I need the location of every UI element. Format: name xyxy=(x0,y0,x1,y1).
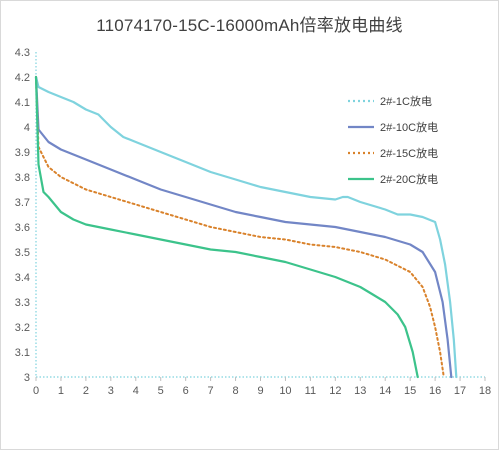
x-tick-label: 12 xyxy=(329,385,341,397)
legend-label: 2#-10C放电 xyxy=(380,120,438,134)
series-line-1 xyxy=(34,75,458,379)
y-tick-label: 3.7 xyxy=(15,197,30,209)
x-tick-label: 4 xyxy=(133,385,139,397)
x-tick-label: 10 xyxy=(279,385,291,397)
x-tick-label: 13 xyxy=(354,385,366,397)
x-tick-label: 0 xyxy=(33,385,39,397)
y-tick-label: 4.1 xyxy=(15,97,30,109)
y-tick-label: 3.9 xyxy=(15,147,30,159)
series-line-2 xyxy=(34,75,453,379)
x-tick-label: 14 xyxy=(379,385,391,397)
y-tick-label: 4.3 xyxy=(15,47,30,59)
x-tick-label: 3 xyxy=(108,385,114,397)
y-tick-label: 3.8 xyxy=(15,172,30,184)
y-tick-label: 3.3 xyxy=(15,297,30,309)
y-tick-label: 3.1 xyxy=(15,347,30,359)
x-tick-label: 16 xyxy=(429,385,441,397)
y-tick-label: 3.2 xyxy=(15,322,30,334)
legend-label: 2#-15C放电 xyxy=(380,146,438,160)
x-tick-label: 7 xyxy=(208,385,214,397)
y-tick-label: 3.6 xyxy=(15,222,30,234)
series-line-3 xyxy=(35,76,445,378)
x-tick-label: 2 xyxy=(83,385,89,397)
legend-label: 2#-20C放电 xyxy=(380,172,438,186)
y-tick-label: 3 xyxy=(24,372,30,384)
chart-title: 11074170-15C-16000mAh倍率放电曲线 xyxy=(96,16,403,35)
x-tick-label: 18 xyxy=(479,385,491,397)
x-tick-label: 9 xyxy=(257,385,263,397)
x-tick-label: 1 xyxy=(58,385,64,397)
x-tick-label: 17 xyxy=(454,385,466,397)
y-tick-label: 3.5 xyxy=(15,247,30,259)
y-tick-label: 4.2 xyxy=(15,72,30,84)
y-tick-label: 4 xyxy=(24,122,30,134)
x-tick-label: 8 xyxy=(232,385,238,397)
y-tick-label: 3.4 xyxy=(15,272,30,284)
x-tick-label: 11 xyxy=(305,385,316,397)
series-line-4 xyxy=(34,75,419,379)
x-tick-label: 15 xyxy=(404,385,416,397)
legend-label: 2#-1C放电 xyxy=(380,94,432,108)
x-tick-label: 6 xyxy=(183,385,189,397)
x-tick-label: 5 xyxy=(158,385,164,397)
